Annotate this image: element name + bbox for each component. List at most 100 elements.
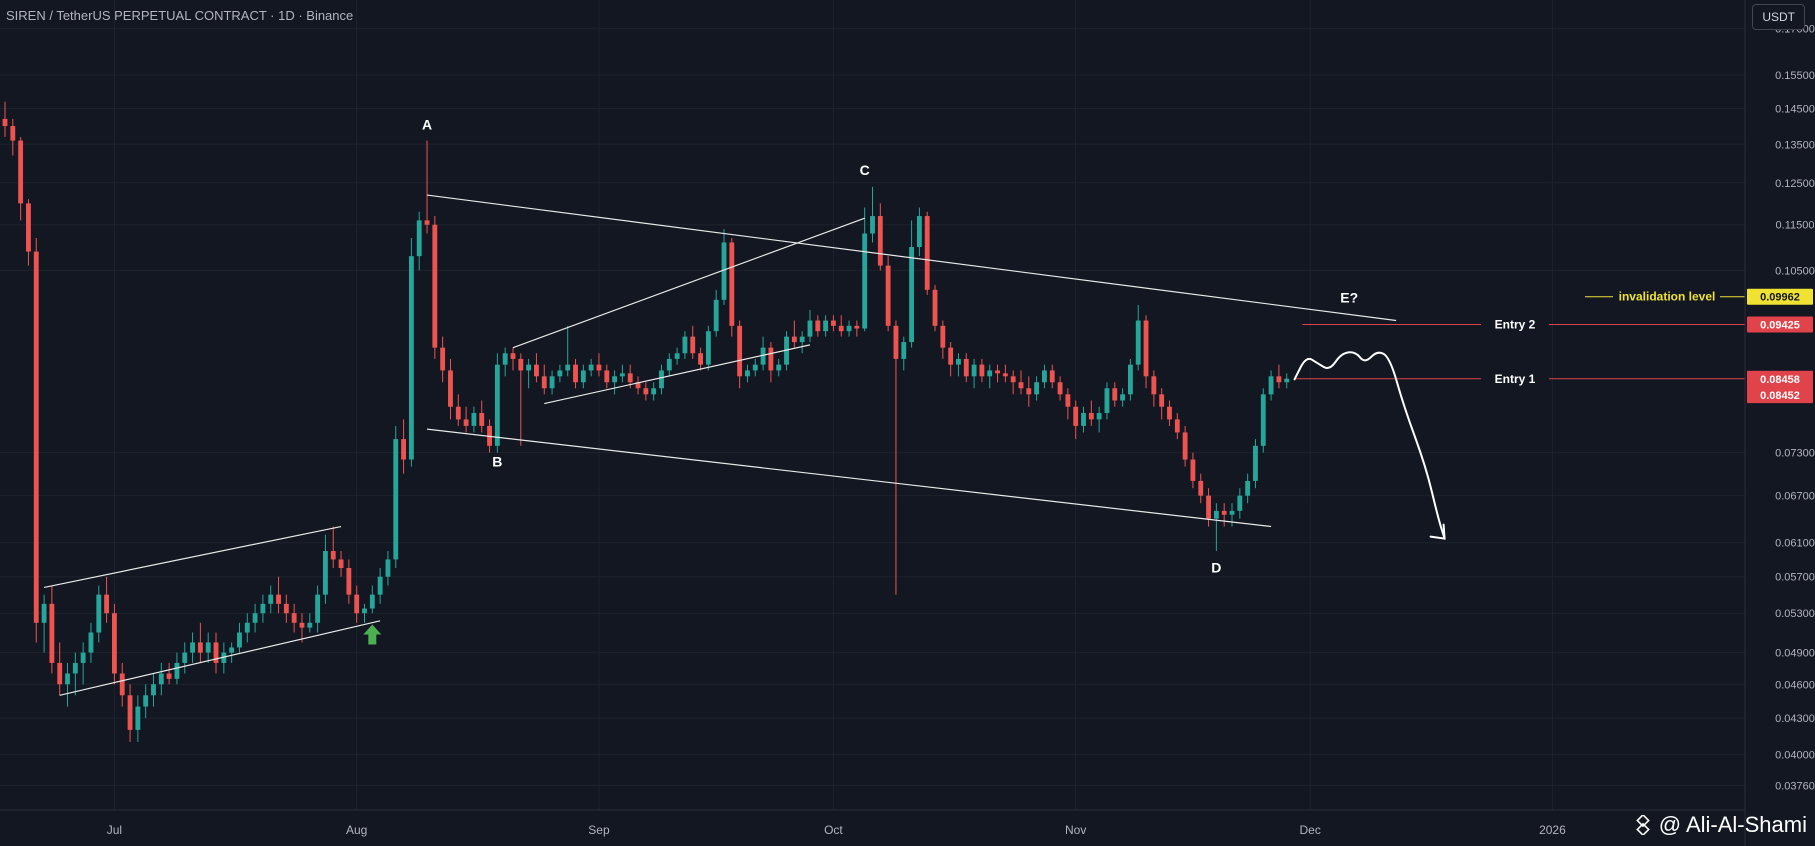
candle-body: [612, 376, 618, 383]
candle: [237, 622, 242, 653]
candle-body: [127, 695, 133, 730]
price-tick-label: 0.10500: [1775, 265, 1815, 277]
candle: [80, 642, 86, 685]
candle: [330, 526, 336, 569]
candle-body: [1284, 378, 1290, 383]
time-tick-label: Sep: [588, 823, 610, 837]
candle-body: [760, 347, 766, 365]
candle: [260, 594, 266, 623]
candle: [307, 613, 313, 633]
candle: [549, 370, 555, 395]
currency-button[interactable]: USDT: [1752, 4, 1805, 30]
candle: [377, 568, 383, 604]
candle-body: [166, 673, 172, 679]
invalidation-price-tag-bg: [1747, 288, 1813, 305]
candle-body: [745, 370, 750, 377]
price-tick-label: 0.05300: [1775, 608, 1815, 620]
candle-body: [604, 370, 610, 383]
candle-body: [916, 216, 922, 247]
candle-body: [96, 594, 102, 633]
entry-label-bg: [1481, 370, 1549, 387]
price-tick-label: 0.15500: [1775, 70, 1815, 82]
candle: [885, 256, 891, 332]
candle-body: [971, 364, 977, 377]
candle-body: [721, 242, 727, 300]
candle: [799, 331, 805, 354]
candle-body: [909, 246, 914, 343]
candle: [268, 585, 274, 614]
candle: [463, 406, 469, 433]
candle: [807, 310, 813, 343]
candle: [737, 320, 743, 389]
candle-body: [104, 594, 110, 614]
candle-body: [776, 364, 782, 371]
candle: [1049, 364, 1055, 389]
candle: [612, 370, 618, 395]
candle: [1260, 388, 1266, 453]
candle-body: [846, 325, 852, 332]
candle: [854, 320, 860, 337]
candle: [1127, 358, 1133, 401]
candle-body: [1104, 388, 1110, 414]
candle-body: [401, 439, 407, 460]
candle: [10, 118, 16, 156]
candle: [651, 382, 657, 401]
candle: [1002, 364, 1008, 383]
candle-body: [260, 603, 266, 614]
candle: [1010, 370, 1016, 395]
candle: [862, 207, 868, 332]
price-tick-label: 0.04300: [1775, 713, 1815, 725]
candle-body: [651, 388, 657, 395]
candle-body: [1034, 382, 1040, 395]
entry2-price-tag: 0.09425: [1760, 320, 1800, 332]
candle-body: [1026, 388, 1032, 395]
candle: [18, 136, 24, 221]
candle-body: [197, 642, 203, 653]
candle: [408, 237, 414, 467]
wave-label-A: A: [422, 117, 432, 133]
candle-body: [596, 364, 602, 371]
candle: [479, 400, 485, 433]
candle: [471, 406, 477, 433]
candle-body: [338, 559, 344, 569]
prev-price-tag-bg: [1747, 387, 1813, 404]
candle: [580, 364, 586, 389]
invalidation-label: invalidation level: [1619, 290, 1716, 304]
candle: [565, 325, 571, 377]
candle-body: [1057, 382, 1063, 395]
candle-body: [643, 388, 649, 395]
projection-path: [1293, 351, 1446, 540]
candle-body: [635, 382, 641, 389]
candle-body: [713, 299, 719, 332]
candle-body: [283, 603, 289, 614]
candle: [416, 211, 422, 271]
candle: [979, 358, 985, 383]
candle: [346, 559, 352, 604]
candle: [838, 315, 844, 337]
candle-body: [174, 662, 180, 679]
candle-body: [1143, 320, 1149, 377]
watermark: @ Ali-Al-Shami: [1633, 812, 1807, 838]
candle-body: [330, 551, 336, 560]
candle: [276, 576, 281, 614]
candle: [995, 364, 1000, 383]
candle-body: [190, 642, 195, 653]
price-tick-label: 0.04600: [1775, 679, 1815, 691]
candle-body: [768, 347, 774, 371]
candle-body: [737, 325, 743, 377]
candle-body: [88, 632, 94, 653]
candle: [1229, 503, 1235, 527]
candle: [57, 642, 63, 696]
candle-body: [956, 358, 961, 365]
candle: [213, 632, 219, 674]
candle: [119, 662, 125, 707]
candle: [315, 585, 321, 633]
candle-body: [1088, 413, 1094, 420]
candle: [190, 632, 195, 663]
time-tick-label: Jul: [107, 823, 122, 837]
candle: [494, 353, 500, 453]
candle-body: [1135, 320, 1141, 365]
candle: [846, 320, 852, 337]
candle: [909, 220, 914, 348]
